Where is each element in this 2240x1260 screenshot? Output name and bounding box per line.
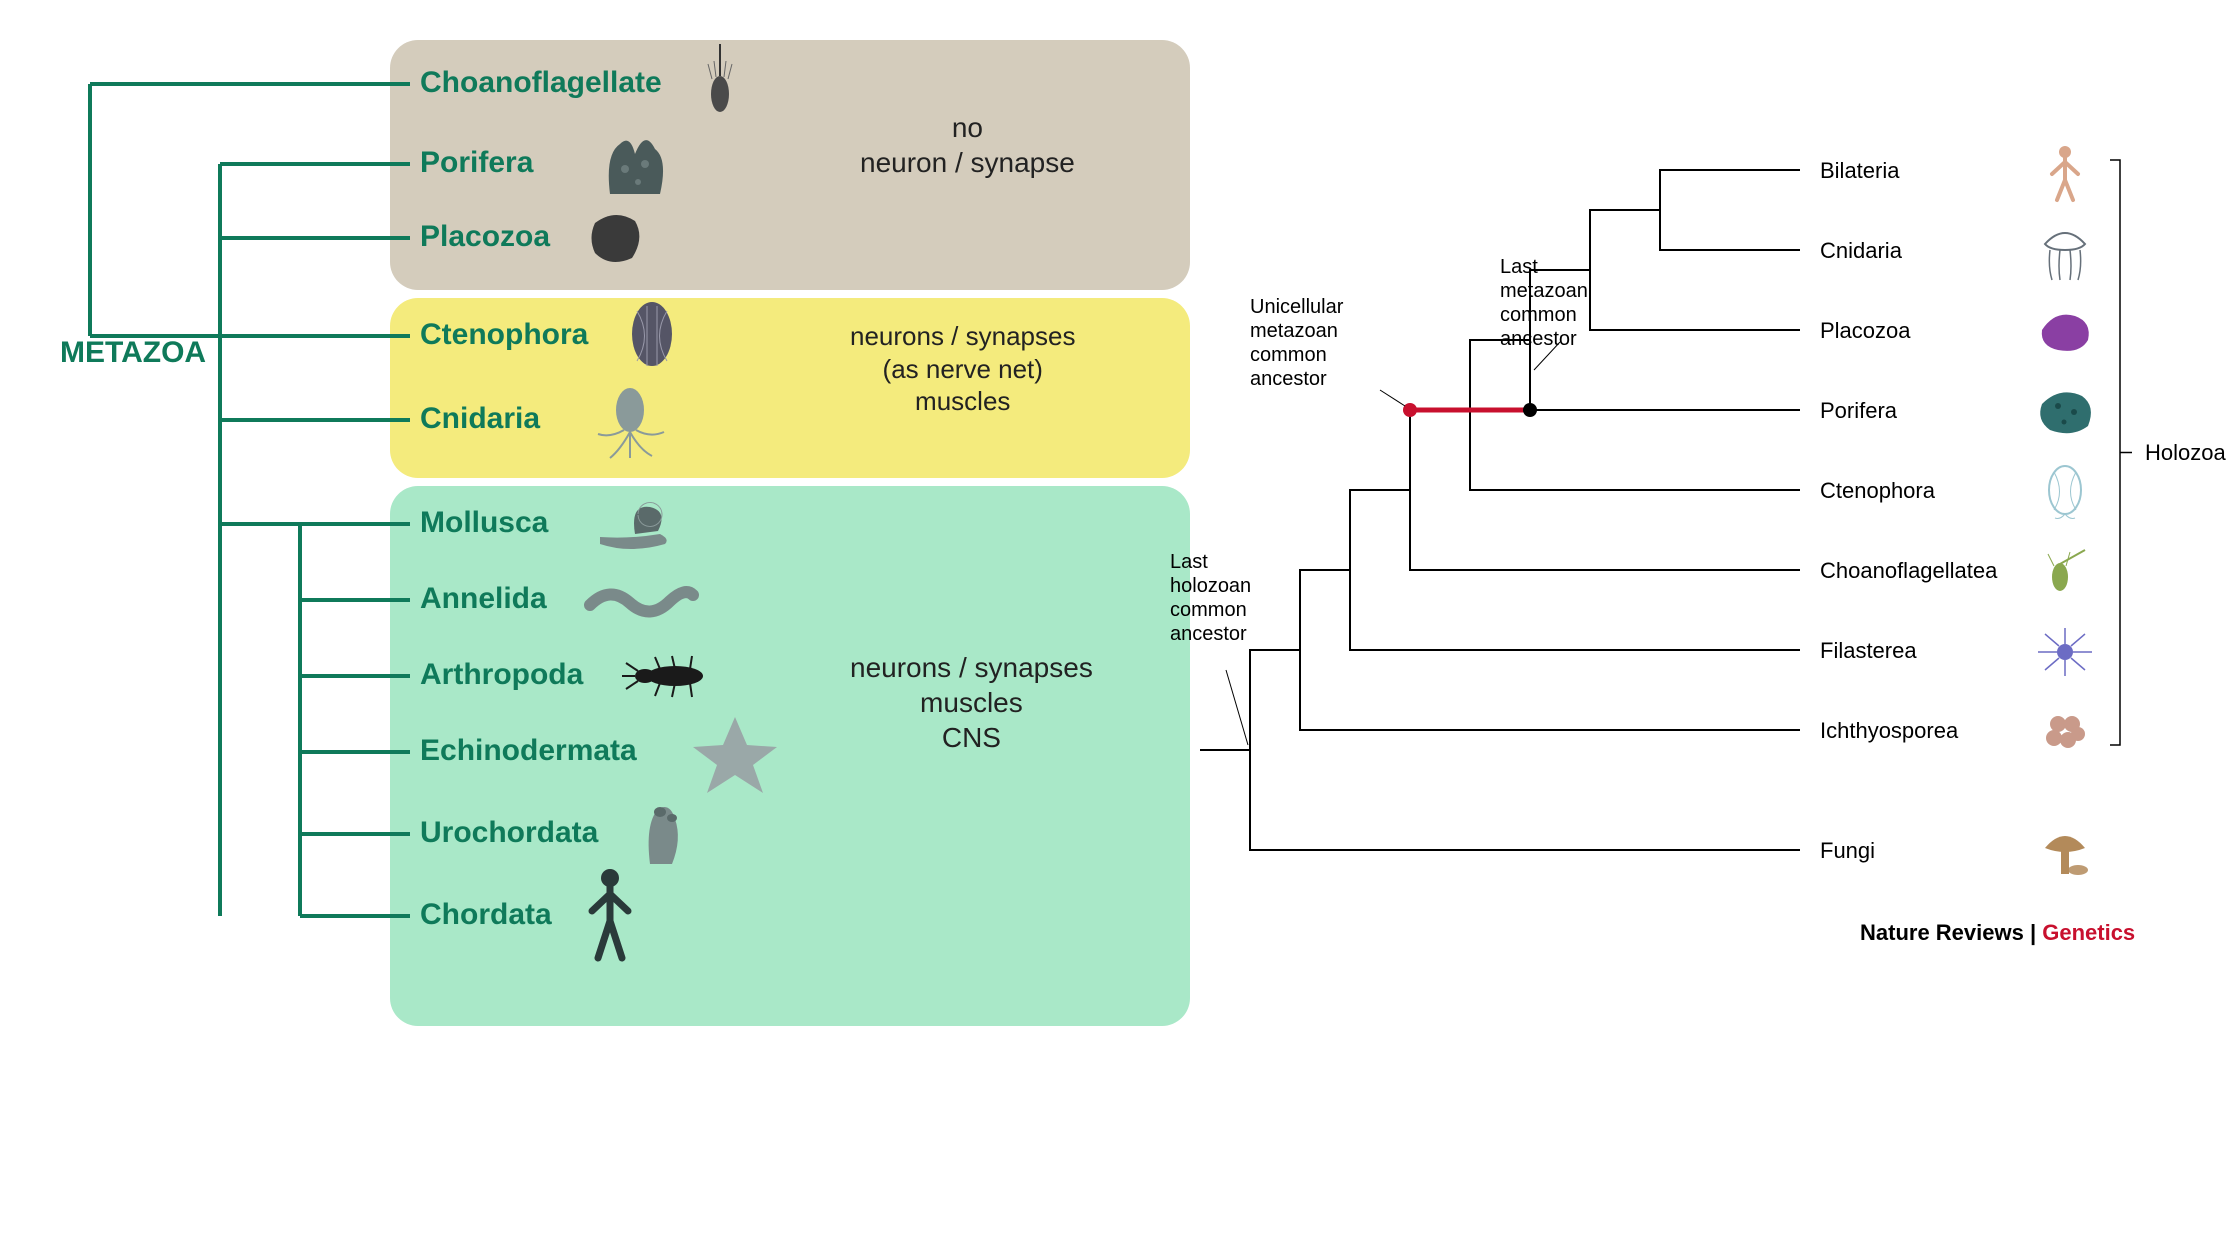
right-organism-icon-choanoflagellatea [2030, 542, 2100, 602]
organism-icon-porifera [590, 124, 680, 204]
right-taxon-bilateria: Bilateria [1820, 158, 1899, 184]
taxon-chordata: Chordata [420, 898, 552, 932]
right-taxon-placozoa: Placozoa [1820, 318, 1911, 344]
citation: Nature Reviews | Genetics [1860, 920, 2135, 946]
right-taxon-choanoflagellatea: Choanoflagellatea [1820, 558, 1997, 584]
taxon-placozoa: Placozoa [420, 220, 550, 254]
taxon-porifera: Porifera [420, 146, 533, 180]
organism-icon-mollusca [580, 489, 680, 559]
annotation: Last metazoan common ancestor [1500, 255, 1588, 351]
organism-icon-arthropoda [620, 651, 720, 701]
right-taxon-fungi: Fungi [1820, 838, 1875, 864]
taxon-annelida: Annelida [420, 582, 547, 616]
right-taxon-cnidaria: Cnidaria [1820, 238, 1902, 264]
right-taxon-porifera: Porifera [1820, 398, 1897, 424]
left-phylogeny-panel: no neuron / synapseneurons / synapses (a… [40, 40, 1200, 1220]
taxon-urochordata: Urochordata [420, 816, 598, 850]
taxon-cnidaria: Cnidaria [420, 402, 540, 436]
right-organism-icon-ctenophora [2030, 462, 2100, 522]
taxon-echinodermata: Echinodermata [420, 734, 637, 768]
taxon-ctenophora: Ctenophora [420, 318, 588, 352]
holozoa-label: Holozoa [2145, 440, 2226, 466]
taxon-arthropoda: Arthropoda [420, 658, 583, 692]
organism-icon-urochordata [630, 794, 690, 874]
citation-suffix: Genetics [2042, 920, 2135, 945]
organism-icon-chordata [580, 866, 640, 966]
taxon-choanoflagellate: Choanoflagellate [420, 66, 662, 100]
organism-icon-ctenophora [622, 296, 682, 376]
organism-icon-cnidaria [580, 380, 680, 460]
annotation: Last holozoan common ancestor [1170, 550, 1251, 646]
organism-icon-echinodermata [685, 707, 785, 797]
organism-icon-annelida [585, 575, 695, 625]
right-taxon-filasterea: Filasterea [1820, 638, 1917, 664]
right-organism-icon-bilateria [2030, 142, 2100, 202]
right-organism-icon-fungi [2030, 822, 2100, 882]
right-organism-icon-filasterea [2030, 622, 2100, 682]
organism-icon-placozoa [580, 203, 650, 273]
organism-icon-choanoflagellate [690, 39, 750, 129]
right-organism-icon-ichthyosporea [2030, 702, 2100, 762]
citation-prefix: Nature Reviews | [1860, 920, 2042, 945]
taxon-mollusca: Mollusca [420, 506, 548, 540]
annotation: Unicellular metazoan common ancestor [1250, 295, 1343, 391]
metazoa-root-label: METAZOA [60, 336, 206, 370]
right-organism-icon-cnidaria [2030, 222, 2100, 282]
right-taxon-ichthyosporea: Ichthyosporea [1820, 718, 1958, 744]
right-phylogeny-panel: Bilateria Cnidaria Placozoa Porifera Ctenoph… [1240, 110, 2200, 1030]
right-organism-icon-placozoa [2030, 302, 2100, 362]
right-organism-icon-porifera [2030, 382, 2100, 442]
right-taxon-ctenophora: Ctenophora [1820, 478, 1935, 504]
